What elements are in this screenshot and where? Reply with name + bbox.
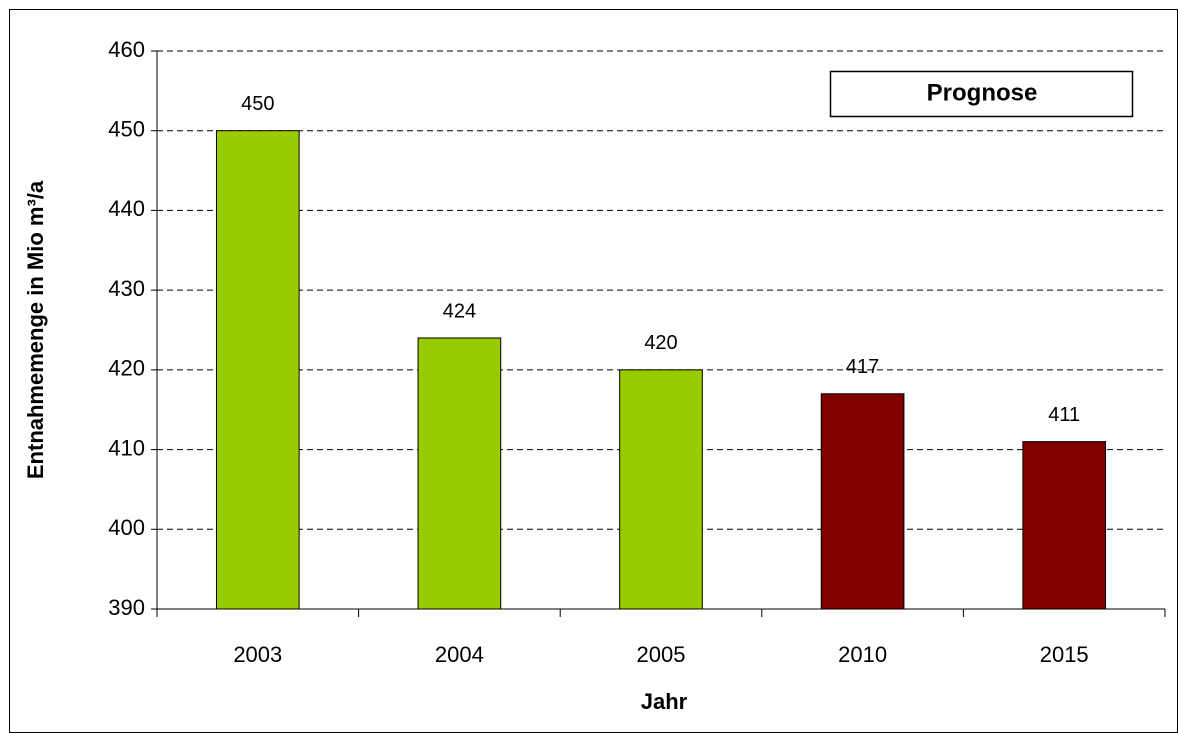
y-axis-label: Entnahmemenge in Mio m³/a [23,180,48,479]
bar [1022,441,1107,610]
y-tick-label: 410 [108,435,145,460]
y-tick-label: 430 [108,276,145,301]
x-tick-label: 2005 [637,642,686,667]
x-tick-label: 2015 [1040,642,1089,667]
y-tick-label: 400 [108,515,145,540]
x-tick-label: 2003 [233,642,282,667]
y-tick-label: 390 [108,595,145,620]
value-label: 424 [443,300,476,322]
bar [619,369,703,610]
value-label: 417 [846,356,879,378]
annotation-box [829,70,1134,118]
y-tick-label: 420 [108,356,145,381]
chart-border [9,9,1178,733]
bar [417,337,502,610]
y-tick-label: 460 [108,37,145,62]
bar [215,130,300,610]
x-tick-label: 2004 [435,642,484,667]
bar [820,393,905,610]
y-tick-label: 450 [108,117,145,142]
annotation: Prognose [927,79,1038,106]
x-axis-label: Jahr [641,689,688,714]
value-label: 450 [241,93,274,115]
value-label: 420 [644,332,677,354]
x-tick-label: 2010 [838,642,887,667]
value-label: 411 [1048,404,1080,426]
y-tick-label: 440 [108,196,145,221]
